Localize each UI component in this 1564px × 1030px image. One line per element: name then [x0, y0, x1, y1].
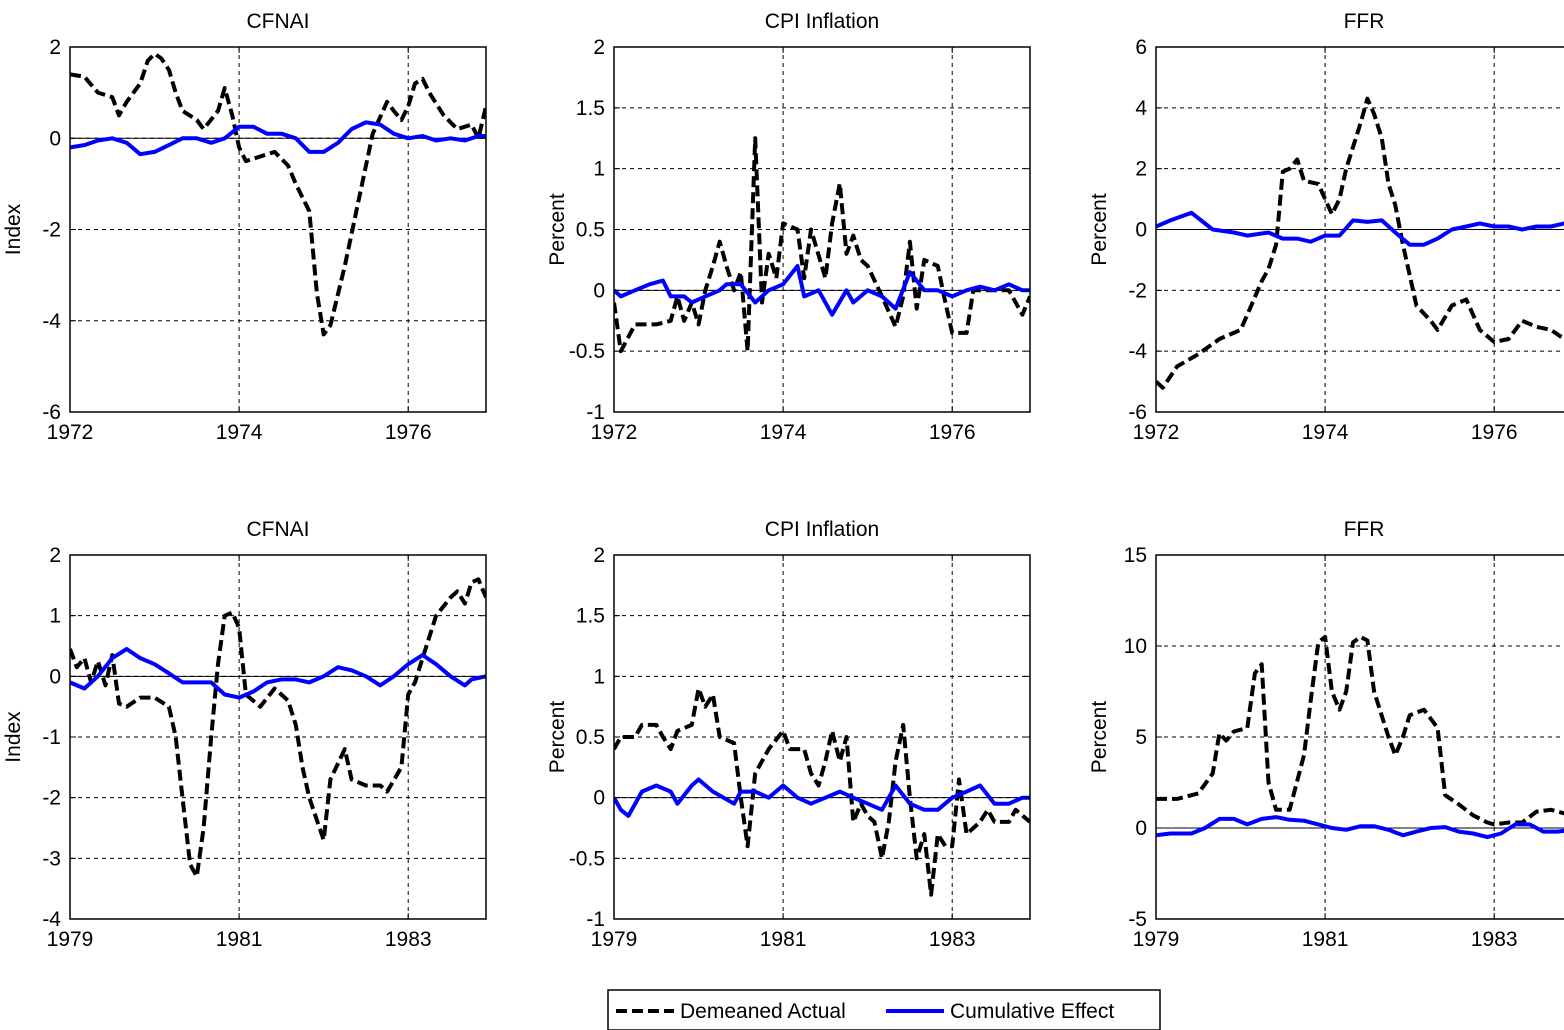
chart-panel-2: 1972 1974 1976 -1 -0.5 0 0.5 1 1.5 2 CPI Inflation…	[546, 10, 1031, 444]
y-tick-label: 4	[1135, 97, 1147, 120]
y-tick-label: 6	[1135, 36, 1147, 59]
y-tick-label: 1.5	[576, 605, 605, 628]
y-tick-label: 1	[49, 605, 61, 628]
y-axis-label: Index	[2, 711, 25, 763]
series-line-demeaned-actual	[1156, 634, 1564, 827]
y-tick-label: 0	[1135, 817, 1147, 840]
x-tick-label: 1976	[929, 421, 976, 444]
x-tick-label: 1976	[1471, 421, 1518, 444]
chart-panel-5: 1979 1981 1983 -1 -0.5 0 0.5 1 1.5 2 CPI Inflation…	[546, 518, 1031, 951]
y-tick-label: 0.5	[576, 726, 605, 749]
y-tick-label: 5	[1135, 726, 1147, 749]
series-line-demeaned-actual	[614, 136, 1030, 354]
series-line-demeaned-actual	[70, 51, 486, 337]
legend: Demeaned Actual Cumulative Effect	[607, 989, 1161, 1030]
y-tick-label: -2	[1128, 279, 1147, 302]
x-tick-label: 1983	[385, 928, 432, 951]
y-tick-label: -1	[586, 908, 605, 931]
chart-title: CPI Inflation	[765, 10, 879, 33]
y-tick-label: -0.5	[569, 847, 605, 870]
x-tick-label: 1974	[760, 421, 807, 444]
y-tick-label: 0	[593, 279, 605, 302]
x-tick-label: 1979	[47, 928, 94, 951]
chart-panel-4: 1979 1981 1983 -4 -3 -2 -1 0 1 2 CFNAI Index	[2, 518, 487, 951]
y-tick-label: -0.5	[569, 340, 605, 363]
x-tick-label: 1981	[216, 928, 263, 951]
x-tick-label: 1974	[1302, 421, 1349, 444]
y-axis-label: Percent	[1088, 193, 1111, 266]
x-tick-label: 1972	[47, 421, 94, 444]
x-tick-label: 1981	[1302, 928, 1349, 951]
series-line-cumulative-effect	[614, 264, 1030, 317]
y-axis-label: Percent	[546, 701, 569, 774]
series-line-demeaned-actual	[1156, 96, 1564, 390]
x-tick-label: 1983	[1471, 928, 1518, 951]
y-tick-label: -4	[42, 908, 61, 931]
series-line-cumulative-effect	[70, 647, 486, 700]
y-tick-label: 2	[593, 544, 605, 567]
x-tick-label: 1981	[760, 928, 807, 951]
y-tick-label: 15	[1124, 544, 1147, 567]
y-tick-label: 1	[593, 158, 605, 181]
x-tick-label: 1976	[385, 421, 432, 444]
y-tick-label: 10	[1124, 635, 1147, 658]
y-tick-label: -6	[1128, 401, 1147, 424]
y-axis-label: Percent	[1088, 701, 1111, 774]
y-tick-label: 1.5	[576, 97, 605, 120]
series-line-cumulative-effect	[1156, 815, 1564, 840]
series-line-demeaned-actual	[614, 686, 1030, 897]
y-tick-label: -1	[42, 726, 61, 749]
y-tick-label: -3	[42, 847, 61, 870]
chart-title: FFR	[1344, 518, 1385, 541]
y-tick-label: 1	[593, 665, 605, 688]
series-line-cumulative-effect	[614, 777, 1030, 818]
series-line-demeaned-actual	[70, 577, 486, 879]
x-tick-label: 1972	[591, 421, 638, 444]
chart-title: FFR	[1344, 10, 1385, 33]
y-tick-label: 0	[593, 787, 605, 810]
chart-title: CFNAI	[247, 518, 310, 541]
y-tick-label: -6	[42, 401, 61, 424]
y-tick-label: -5	[1128, 908, 1147, 931]
series-line-cumulative-effect	[1156, 210, 1564, 247]
x-tick-label: 1983	[929, 928, 976, 951]
y-tick-label: -1	[586, 401, 605, 424]
y-axis-label: Index	[2, 203, 25, 255]
chart-title: CPI Inflation	[765, 518, 879, 541]
x-tick-label: 1974	[216, 421, 263, 444]
y-axis-label: Percent	[546, 193, 569, 266]
x-tick-label: 1979	[591, 928, 638, 951]
chart-title: CFNAI	[247, 10, 310, 33]
y-tick-label: 2	[593, 36, 605, 59]
legend-box	[607, 989, 1161, 1030]
series-line-cumulative-effect	[70, 120, 486, 157]
x-tick-label: 1972	[1133, 421, 1180, 444]
y-tick-label: -4	[1128, 340, 1147, 363]
chart-panel-3: 1972 1974 1976 -6 -4 -2 0 2 4 6 FFR Percent	[1088, 10, 1564, 444]
x-tick-label: 1979	[1133, 928, 1180, 951]
y-tick-label: 0	[49, 665, 61, 688]
y-tick-label: 2	[49, 36, 61, 59]
y-tick-label: 0	[1135, 219, 1147, 242]
y-tick-label: 0	[49, 127, 61, 150]
chart-panel-1: 1972 1974 1976 -6 -4 -2 0 2 CFNAI Index	[2, 10, 487, 444]
y-tick-label: -2	[42, 787, 61, 810]
y-tick-label: 2	[49, 544, 61, 567]
legend-effect-label: Cumulative Effect	[950, 1000, 1114, 1023]
y-tick-label: -2	[42, 219, 61, 242]
chart-panel-6: 1979 1981 1983 -5 0 5 10 15 FFR Percent	[1088, 518, 1564, 951]
legend-actual-label: Demeaned Actual	[680, 1000, 846, 1023]
y-tick-label: 0.5	[576, 219, 605, 242]
y-tick-label: 2	[1135, 158, 1147, 181]
y-tick-label: -4	[42, 310, 61, 333]
